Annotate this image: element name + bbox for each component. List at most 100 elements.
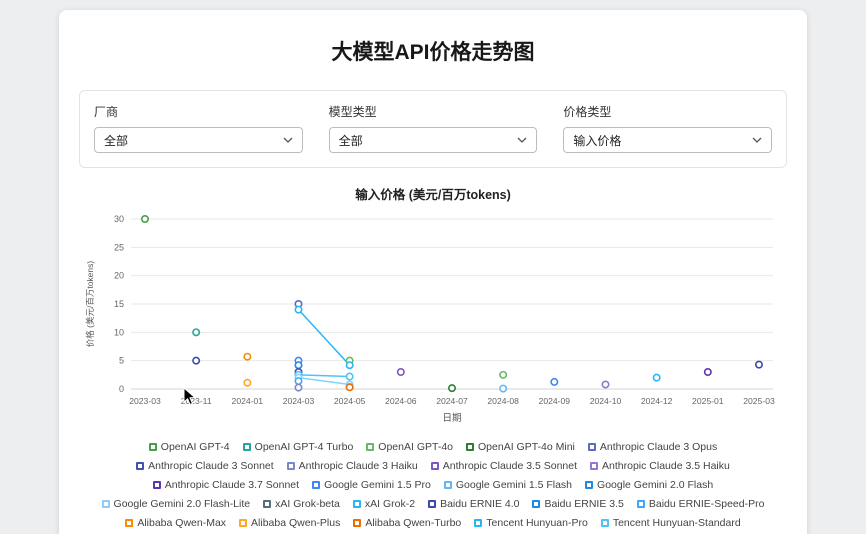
- svg-text:2025-01: 2025-01: [692, 396, 724, 406]
- legend-label: Baidu ERNIE 4.0: [440, 498, 520, 510]
- chevron-down-icon: [752, 137, 762, 143]
- legend-item[interactable]: Alibaba Qwen-Turbo: [353, 517, 461, 529]
- legend-item[interactable]: Anthropic Claude 3.7 Sonnet: [152, 479, 300, 491]
- price-type-select[interactable]: 输入价格: [563, 127, 773, 153]
- legend-item[interactable]: Alibaba Qwen-Max: [125, 517, 226, 529]
- svg-text:25: 25: [114, 242, 124, 252]
- legend-item[interactable]: Anthropic Claude 3.5 Haiku: [590, 460, 730, 472]
- svg-text:2024-05: 2024-05: [334, 396, 366, 406]
- svg-text:2025-03: 2025-03: [743, 396, 775, 406]
- legend-item[interactable]: Anthropic Claude 3 Sonnet: [136, 460, 274, 472]
- legend-label: xAI Grok-beta: [275, 498, 340, 510]
- legend-item[interactable]: Alibaba Qwen-Plus: [239, 517, 340, 529]
- svg-text:2024-09: 2024-09: [539, 396, 571, 406]
- legend-label: Tencent Hunyuan-Standard: [612, 517, 741, 529]
- legend-marker-icon: [430, 462, 439, 470]
- svg-text:日期: 日期: [442, 413, 461, 424]
- legend-item[interactable]: Anthropic Claude 3 Haiku: [286, 460, 418, 472]
- legend-marker-icon: [636, 500, 645, 508]
- price-chart[interactable]: 0 5 10 15 20 25 30 2023-03 2023-11 2024-01 2024-03…: [81, 205, 787, 435]
- legend-label: Baidu ERNIE-Speed-Pro: [648, 498, 765, 510]
- legend-item[interactable]: Baidu ERNIE 3.5: [532, 498, 624, 510]
- model-type-select-value: 全部: [338, 133, 363, 148]
- legend-item[interactable]: Baidu ERNIE 4.0: [428, 498, 519, 510]
- legend-label: Google Gemini 1.5 Pro: [324, 479, 431, 491]
- svg-text:2024-08: 2024-08: [487, 396, 519, 406]
- legend-marker-icon: [101, 500, 110, 508]
- legend-marker-icon: [263, 500, 272, 508]
- svg-text:15: 15: [114, 299, 124, 309]
- chart-section: 输入价格 (美元/百万tokens) 0 5 10 15 20 25 30 2023-03 20…: [79, 184, 787, 534]
- legend-marker-icon: [148, 443, 157, 451]
- page-title: 大模型API价格走势图: [331, 41, 535, 64]
- legend-marker-icon: [366, 443, 375, 451]
- legend-item[interactable]: OpenAI GPT-4o: [366, 441, 453, 453]
- svg-text:价格 (美元/百万tokens): 价格 (美元/百万tokens): [85, 261, 95, 348]
- svg-text:5: 5: [119, 356, 124, 366]
- legend-marker-icon: [353, 519, 362, 527]
- vendor-filter: 厂商 全部: [94, 103, 303, 153]
- legend-marker-icon: [474, 519, 483, 527]
- legend-marker-icon: [286, 462, 295, 470]
- legend-label: OpenAI GPT-4o Mini: [478, 441, 575, 453]
- legend-marker-icon: [152, 481, 161, 489]
- legend-label: Anthropic Claude 3.7 Sonnet: [164, 479, 300, 491]
- legend-marker-icon: [125, 519, 134, 527]
- legend-label: Google Gemini 2.0 Flash: [597, 479, 714, 491]
- vendor-select-value: 全部: [104, 133, 129, 148]
- legend-item[interactable]: Anthropic Claude 3 Opus: [587, 441, 717, 453]
- legend-label: Google Gemini 1.5 Flash: [455, 479, 573, 491]
- price-type-filter-label: 价格类型: [563, 105, 612, 119]
- legend-item[interactable]: OpenAI GPT-4 Turbo: [242, 441, 354, 453]
- legend-marker-icon: [443, 481, 452, 489]
- main-card: 大模型API价格走势图 厂商 全部 模型类型 全部 价格类型 输入价格 输入价格…: [59, 10, 807, 534]
- legend-label: OpenAI GPT-4 Turbo: [254, 441, 354, 453]
- legend-marker-icon: [242, 443, 251, 451]
- model-type-filter: 模型类型 全部: [328, 103, 538, 153]
- legend-marker-icon: [136, 462, 145, 470]
- legend-label: xAI Grok-2: [364, 498, 416, 510]
- legend-label: Baidu ERNIE 3.5: [544, 498, 624, 510]
- svg-text:2024-07: 2024-07: [436, 396, 468, 406]
- svg-text:2024-10: 2024-10: [590, 396, 622, 406]
- legend-item[interactable]: Google Gemini 2.0 Flash: [585, 479, 713, 491]
- vendor-select[interactable]: 全部: [94, 127, 303, 153]
- legend-marker-icon: [428, 500, 437, 508]
- svg-text:0: 0: [119, 384, 124, 394]
- legend-label: Tencent Hunyuan-Pro: [486, 517, 588, 529]
- legend-label: Alibaba Qwen-Max: [137, 517, 227, 529]
- svg-text:2023-11: 2023-11: [181, 396, 212, 406]
- svg-text:20: 20: [114, 271, 124, 281]
- price-type-select-value: 输入价格: [573, 133, 622, 148]
- legend-item[interactable]: Tencent Hunyuan-Standard: [600, 517, 741, 529]
- model-type-select[interactable]: 全部: [328, 127, 538, 153]
- legend-item[interactable]: Tencent Hunyuan-Pro: [474, 517, 588, 529]
- legend-item[interactable]: OpenAI GPT-4: [148, 441, 230, 453]
- legend-marker-icon: [466, 443, 475, 451]
- svg-text:2023-03: 2023-03: [129, 396, 161, 406]
- legend-label: Alibaba Qwen-Plus: [251, 517, 341, 529]
- svg-text:30: 30: [114, 214, 124, 224]
- legend-item[interactable]: Anthropic Claude 3.5 Sonnet: [430, 460, 578, 472]
- price-type-filter: 价格类型 输入价格: [563, 103, 773, 153]
- legend-marker-icon: [239, 519, 248, 527]
- legend-item[interactable]: Google Gemini 1.5 Flash: [443, 479, 573, 491]
- legend-item[interactable]: xAI Grok-beta: [263, 498, 340, 510]
- legend-label: OpenAI GPT-4: [160, 441, 230, 453]
- svg-text:2024-12: 2024-12: [641, 396, 673, 406]
- svg-text:10: 10: [114, 327, 124, 337]
- model-type-filter-label: 模型类型: [328, 105, 377, 119]
- legend-item[interactable]: xAI Grok-2: [352, 498, 416, 510]
- legend-label: Anthropic Claude 3.5 Sonnet: [442, 460, 578, 472]
- legend-item[interactable]: Google Gemini 2.0 Flash-Lite: [101, 498, 251, 510]
- legend-marker-icon: [352, 500, 361, 508]
- legend-marker-icon: [600, 519, 609, 527]
- legend-label: Google Gemini 2.0 Flash-Lite: [113, 498, 251, 510]
- chart-title: 输入价格 (美元/百万tokens): [355, 188, 511, 202]
- legend-label: Anthropic Claude 3 Sonnet: [148, 460, 274, 472]
- legend-item[interactable]: Baidu ERNIE-Speed-Pro: [636, 498, 765, 510]
- legend-item[interactable]: OpenAI GPT-4o Mini: [466, 441, 575, 453]
- legend-item[interactable]: Google Gemini 1.5 Pro: [312, 479, 431, 491]
- svg-text:2024-01: 2024-01: [232, 396, 264, 406]
- legend-marker-icon: [532, 500, 541, 508]
